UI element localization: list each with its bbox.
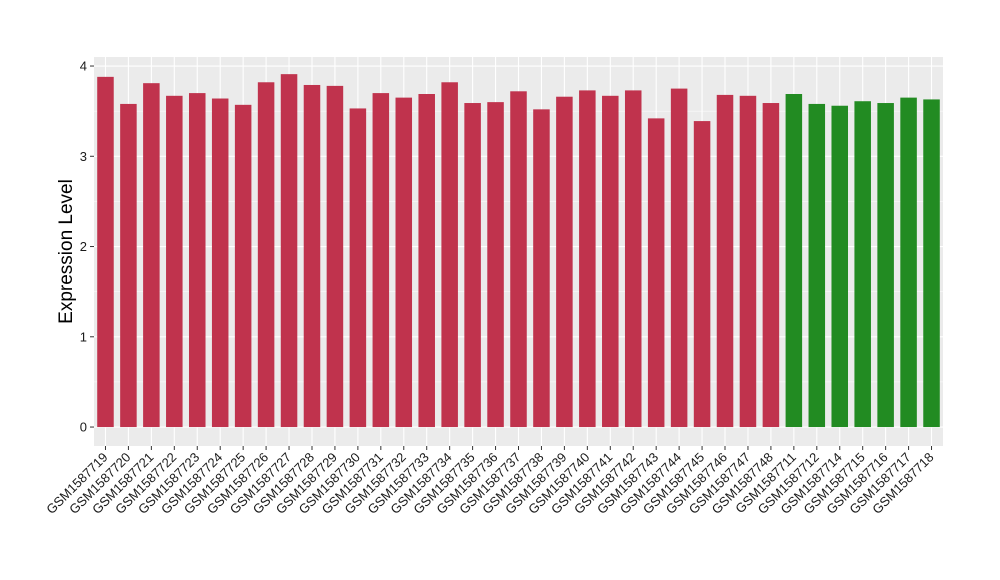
bar-GSM1587723: [188, 93, 206, 428]
bar-GSM1587711: [785, 94, 803, 428]
y-tick-label: 4: [80, 59, 87, 74]
bar-GSM1587733: [418, 94, 435, 428]
bar-GSM1587719: [97, 76, 114, 428]
bar-GSM1587717: [900, 97, 917, 428]
bar-GSM1587742: [624, 90, 642, 428]
bar-GSM1587738: [533, 109, 550, 428]
bar-GSM1587739: [556, 96, 573, 428]
bar-GSM1587726: [257, 82, 275, 428]
y-axis-title: Expression Level: [56, 179, 77, 324]
y-tick-label: 3: [80, 149, 87, 164]
bar-GSM1587737: [510, 91, 527, 428]
bar-GSM1587732: [395, 97, 413, 428]
bar-GSM1587734: [441, 82, 458, 428]
bar-GSM1587740: [579, 90, 596, 428]
y-axis: 0 1 2 3 4: [80, 59, 94, 435]
y-tick-label: 2: [80, 239, 87, 254]
bar-GSM1587716: [877, 103, 894, 428]
bar-GSM1587727: [280, 74, 298, 428]
bar-GSM1587714: [831, 105, 849, 428]
bar-GSM1587744: [670, 88, 688, 428]
bar-GSM1587724: [211, 98, 229, 428]
bar-GSM1587728: [303, 84, 321, 428]
x-axis: GSM1587719GSM1587720GSM1587721GSM1587722…: [43, 446, 937, 517]
bar-GSM1587721: [143, 83, 160, 428]
bar-GSM1587735: [464, 103, 481, 428]
bar-GSM1587748: [762, 103, 780, 428]
bar-GSM1587731: [372, 93, 390, 428]
bar-GSM1587729: [326, 85, 344, 428]
bar-GSM1587745: [693, 121, 711, 428]
bar-GSM1587720: [120, 103, 137, 428]
bars-group: [97, 74, 940, 428]
bar-GSM1587722: [166, 95, 183, 428]
bar-GSM1587715: [854, 101, 871, 428]
y-tick-label: 1: [80, 329, 87, 344]
bar-GSM1587730: [349, 108, 367, 428]
bar-GSM1587712: [808, 103, 826, 428]
bar-GSM1587725: [234, 104, 252, 428]
bar-GSM1587741: [602, 95, 619, 428]
bar-GSM1587743: [647, 118, 665, 428]
bar-GSM1587746: [716, 94, 734, 428]
bar-GSM1587747: [739, 95, 757, 428]
y-tick-label: 0: [80, 420, 87, 435]
bar-GSM1587718: [923, 99, 940, 428]
bar-GSM1587736: [487, 102, 504, 428]
